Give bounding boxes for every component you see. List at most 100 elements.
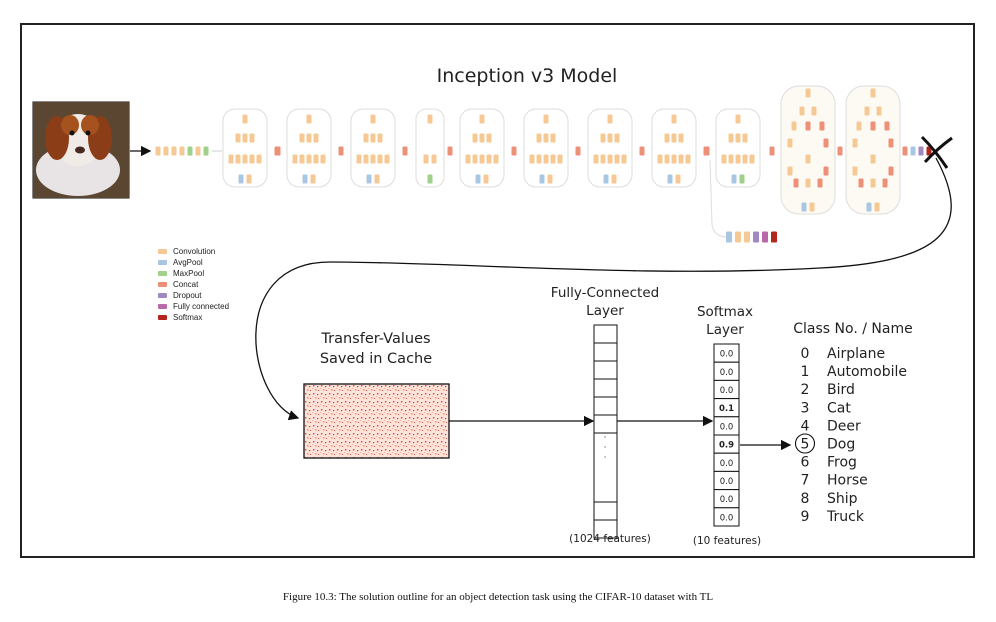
layer-node	[823, 138, 829, 148]
layer-node	[735, 114, 741, 124]
legend-item: MaxPool	[158, 268, 229, 279]
layer-node	[678, 154, 684, 164]
softmax-features: (10 features)	[693, 535, 761, 547]
legend-label: Softmax	[173, 313, 203, 322]
layer-node	[731, 174, 737, 184]
layer-node	[423, 154, 429, 164]
layer-node	[179, 146, 185, 156]
layer-node	[675, 174, 681, 184]
class-name: Ship	[827, 491, 858, 507]
layer-node	[249, 154, 255, 164]
layer-node	[195, 146, 201, 156]
layer-node	[299, 133, 305, 143]
layer-node	[728, 154, 734, 164]
legend-swatch	[158, 282, 167, 287]
layer-node	[242, 133, 248, 143]
layer-node	[539, 174, 545, 184]
selected-class-circle	[794, 433, 816, 454]
layer-node	[607, 114, 613, 124]
module-outline	[651, 108, 697, 188]
aux-branch	[709, 159, 729, 238]
layer-node	[370, 114, 376, 124]
layer-node	[313, 133, 319, 143]
layer-node	[550, 154, 556, 164]
layer-node	[657, 154, 663, 164]
layer-node	[678, 133, 684, 143]
class-list: 0 Airplane 1 Automobile 2 Bird 3 Cat 4 Deer 5 Dog 6 F…	[794, 346, 907, 525]
layer-node	[235, 154, 241, 164]
layer-node	[374, 174, 380, 184]
softmax-value: 0.0	[720, 459, 734, 469]
layer-node	[852, 166, 858, 176]
class-number: 6	[801, 455, 810, 471]
legend-swatch	[158, 304, 167, 309]
fc-cell	[593, 342, 618, 362]
transfer-arrow	[255, 157, 952, 421]
layer-node	[338, 146, 344, 156]
fc-cell	[593, 519, 618, 539]
class-number: 5	[801, 437, 810, 453]
layer-node	[242, 154, 248, 164]
layer-node	[475, 174, 481, 184]
class-header: Class No. / Name	[793, 321, 912, 337]
layer-node	[575, 146, 581, 156]
layer-node	[769, 146, 775, 156]
layer-node	[762, 231, 768, 243]
layer-node	[735, 154, 741, 164]
legend-item: Fully connected	[158, 301, 229, 312]
module-outline	[587, 108, 633, 188]
layer-node	[910, 146, 916, 156]
legend-swatch	[158, 293, 167, 298]
layer-node	[427, 114, 433, 124]
layer-node	[377, 154, 383, 164]
class-number: 4	[801, 418, 810, 434]
layer-node	[235, 133, 241, 143]
layer-node	[837, 146, 843, 156]
layer-node	[292, 154, 298, 164]
class-name: Frog	[827, 455, 857, 471]
softmax-cell	[713, 507, 740, 527]
layer-node	[306, 154, 312, 164]
layer-node	[799, 106, 805, 116]
softmax-value: 0.0	[720, 477, 734, 487]
layer-node	[356, 154, 362, 164]
cache-title-line1: Transfer-Values	[320, 331, 430, 347]
layer-node	[493, 154, 499, 164]
layer-node	[870, 88, 876, 98]
layer-node	[918, 146, 924, 156]
fc-layer-dots: ·	[604, 443, 607, 453]
layer-node	[306, 133, 312, 143]
layer-node	[858, 178, 864, 188]
layer-node	[823, 166, 829, 176]
layer-node	[607, 133, 613, 143]
layer-node	[486, 133, 492, 143]
layer-node	[313, 154, 319, 164]
softmax-value: 0.1	[719, 404, 734, 414]
layer-node	[600, 133, 606, 143]
module-outline	[459, 108, 505, 188]
cut-mark-icon	[920, 135, 953, 169]
layer-node	[926, 146, 932, 156]
layer-node	[593, 154, 599, 164]
layer-node	[902, 146, 908, 156]
class-name: Truck	[826, 509, 865, 525]
layer-node	[600, 154, 606, 164]
layer-node	[819, 121, 825, 131]
fc-layer-title-line1: Fully-Connected	[551, 285, 659, 301]
softmax-title-line1: Softmax	[697, 304, 753, 320]
layer-node	[728, 133, 734, 143]
layer-node	[543, 133, 549, 143]
layer-node	[753, 231, 759, 243]
module-outline	[523, 108, 569, 188]
layer-node	[479, 114, 485, 124]
class-number: 2	[801, 382, 810, 398]
layer-node	[431, 154, 437, 164]
layer-node	[427, 174, 433, 184]
layer-node	[787, 166, 793, 176]
layer-node	[557, 154, 563, 164]
fc-cell	[593, 324, 618, 344]
module-outline	[845, 85, 901, 215]
layer-node	[742, 133, 748, 143]
layer-node	[882, 178, 888, 188]
